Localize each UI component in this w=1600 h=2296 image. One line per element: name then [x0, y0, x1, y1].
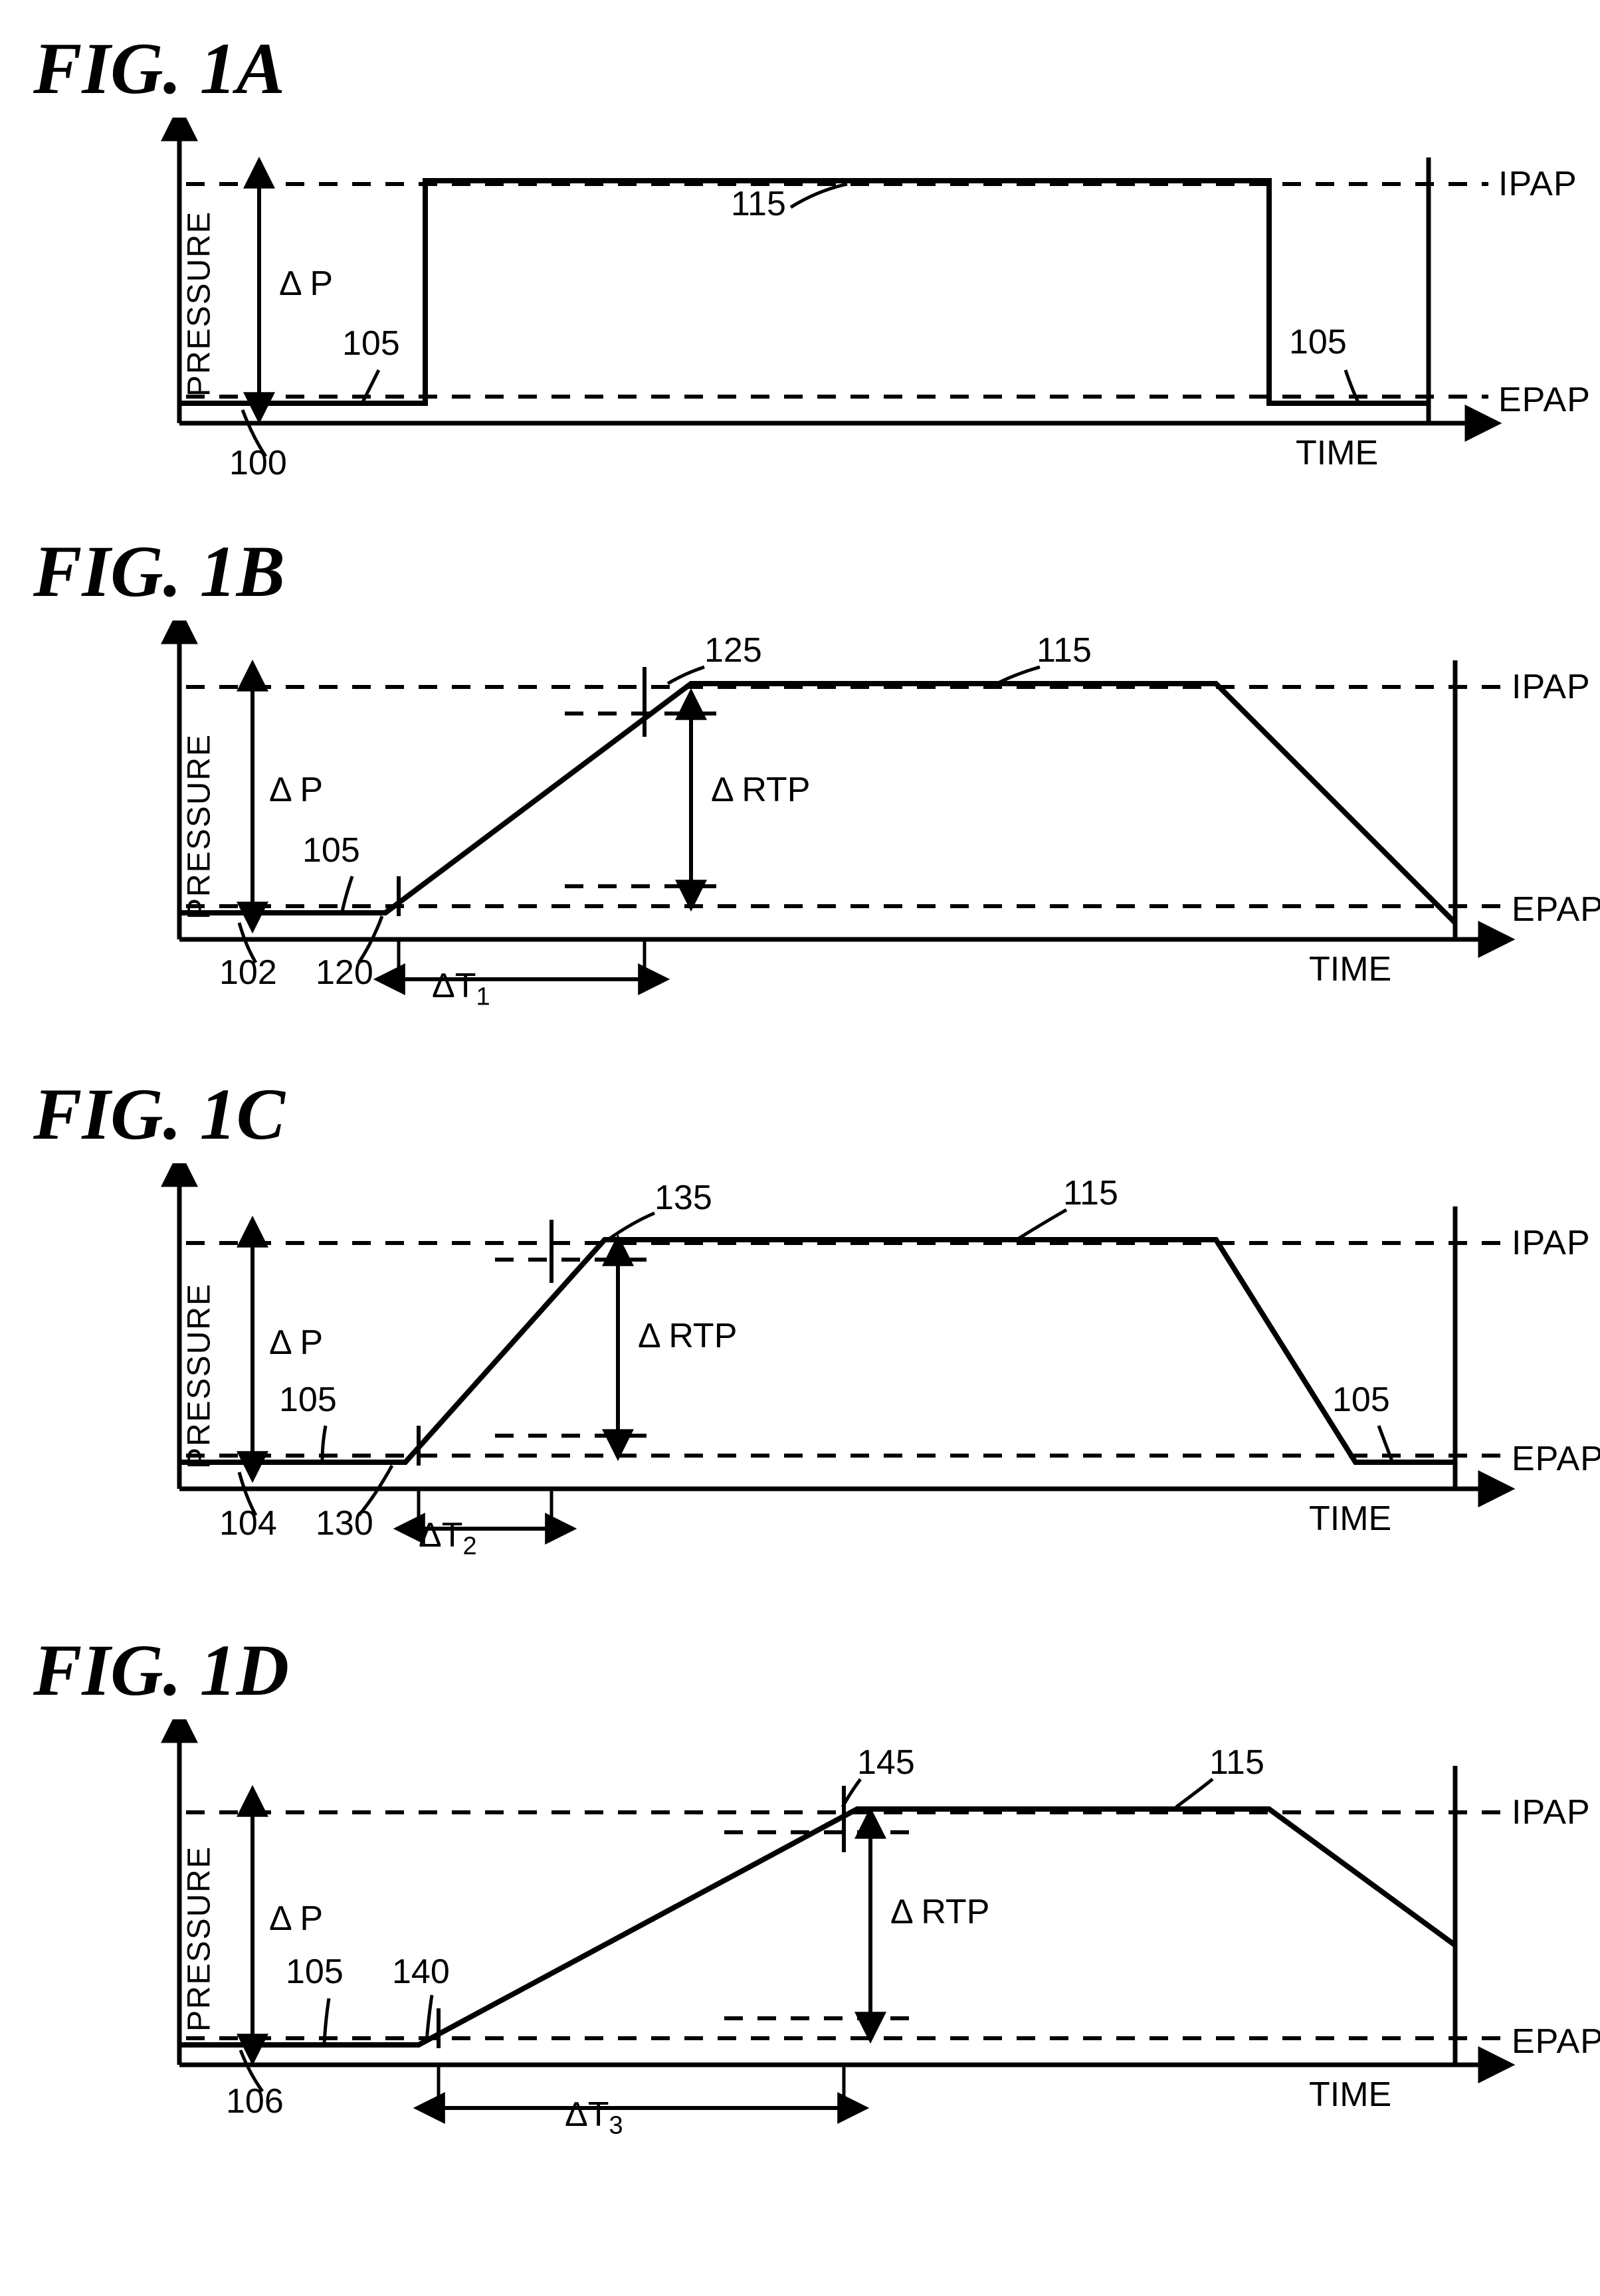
- callout-115: 115: [1063, 1173, 1118, 1213]
- y-axis-label: PRESSURE: [181, 1846, 218, 2032]
- epap-label: EPAP: [1512, 1439, 1600, 1479]
- delta-t2-label: ΔT2: [419, 1515, 477, 1561]
- x-axis-label: TIME: [1309, 1499, 1391, 1539]
- callout-105-right: 105: [1332, 1380, 1390, 1420]
- epap-label: EPAP: [1512, 2022, 1600, 2061]
- fig-1b-chart: PRESSURE: [153, 621, 1575, 1032]
- callout-102: 102: [219, 953, 277, 993]
- callout-115: 115: [731, 184, 786, 224]
- callout-130: 130: [316, 1503, 373, 1543]
- fig-1d-chart: PRESSURE: [153, 1719, 1575, 2158]
- callout-105-right: 105: [1289, 322, 1347, 362]
- callout-135: 135: [654, 1178, 712, 1218]
- x-axis-label: TIME: [1309, 2075, 1391, 2115]
- ipap-label: IPAP: [1512, 1223, 1591, 1263]
- callout-105-left: 105: [342, 324, 400, 363]
- callout-145: 145: [857, 1743, 915, 1782]
- callout-100: 100: [229, 443, 287, 483]
- figure-1c: FIG. 1C PRESSURE: [20, 1072, 1580, 1588]
- callout-115: 115: [1037, 630, 1092, 670]
- callout-105: 105: [286, 1952, 344, 1992]
- figure-1b: FIG. 1B PRESSURE: [20, 529, 1580, 1032]
- fig-1c-chart: PRESSURE: [153, 1163, 1575, 1588]
- callout-104: 104: [219, 1503, 277, 1543]
- delta-rtp-label: Δ RTP: [638, 1316, 737, 1356]
- ipap-label: IPAP: [1512, 667, 1591, 707]
- fig-1b-title: FIG. 1B: [33, 529, 1580, 614]
- callout-115: 115: [1209, 1743, 1264, 1782]
- callout-120: 120: [316, 953, 373, 993]
- y-axis-label: PRESSURE: [181, 211, 218, 397]
- epap-label: EPAP: [1498, 380, 1591, 420]
- y-axis-label: PRESSURE: [181, 733, 218, 919]
- fig-1a-chart: PRESSURE: [153, 118, 1575, 490]
- fig-1c-title: FIG. 1C: [33, 1072, 1580, 1157]
- callout-106: 106: [226, 2081, 284, 2121]
- figure-1d: FIG. 1D PRESSURE: [20, 1628, 1580, 2158]
- x-axis-label: TIME: [1296, 433, 1378, 473]
- delta-p-label: Δ P: [269, 770, 323, 810]
- callout-140: 140: [392, 1952, 450, 1992]
- figure-1a: FIG. 1A PRESSURE: [20, 27, 1580, 490]
- delta-rtp-label: Δ RTP: [711, 770, 810, 810]
- delta-p-label: Δ P: [269, 1899, 323, 1939]
- epap-label: EPAP: [1512, 890, 1600, 929]
- ipap-label: IPAP: [1512, 1792, 1591, 1832]
- callout-105: 105: [302, 830, 360, 870]
- ipap-label: IPAP: [1498, 164, 1577, 204]
- callout-125: 125: [704, 630, 762, 670]
- callout-105-left: 105: [279, 1380, 337, 1420]
- fig-1d-title: FIG. 1D: [33, 1628, 1580, 1713]
- x-axis-label: TIME: [1309, 949, 1391, 989]
- delta-t1-label: ΔT1: [432, 966, 490, 1011]
- y-axis-label: PRESSURE: [181, 1283, 218, 1469]
- fig-1a-title: FIG. 1A: [33, 27, 1580, 111]
- delta-rtp-label: Δ RTP: [890, 1892, 989, 1932]
- delta-p-label: Δ P: [279, 264, 333, 304]
- delta-t3-label: ΔT3: [565, 2095, 623, 2140]
- delta-p-label: Δ P: [269, 1323, 323, 1363]
